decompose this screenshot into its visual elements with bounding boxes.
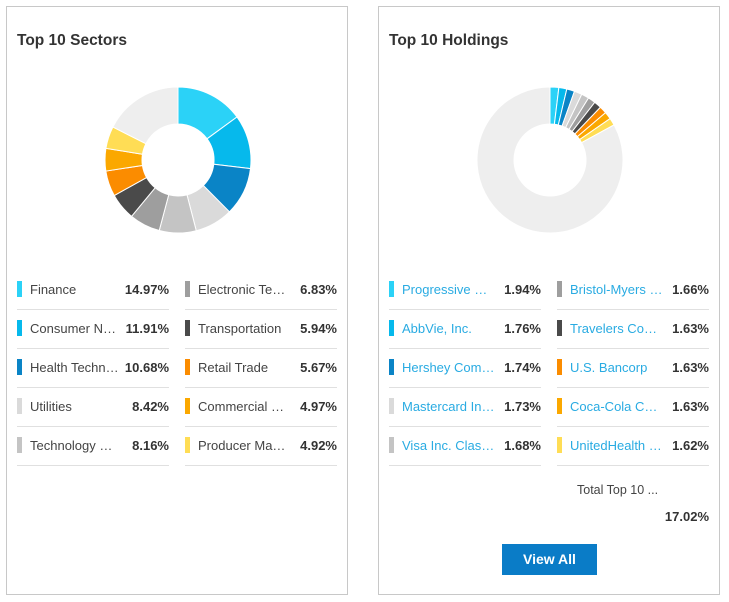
- holdings-name[interactable]: Hershey Company: [402, 360, 495, 375]
- legend-swatch: [389, 281, 394, 297]
- holdings-percent: 1.68%: [504, 438, 541, 453]
- sectors-percent: 5.67%: [300, 360, 337, 375]
- legend-swatch: [389, 320, 394, 336]
- legend-swatch: [389, 359, 394, 375]
- legend-swatch: [557, 359, 562, 375]
- holdings-list-right: Bristol-Myers Squibb 1.66% Travelers Compa…: [557, 271, 709, 466]
- holdings-percent: 1.76%: [504, 321, 541, 336]
- legend-swatch: [17, 281, 22, 297]
- holdings-row[interactable]: Travelers Companies 1.63%: [557, 310, 709, 349]
- legend-swatch: [557, 437, 562, 453]
- holdings-name[interactable]: Bristol-Myers Squibb: [570, 282, 663, 297]
- holdings-name[interactable]: Progressive Corp.: [402, 282, 495, 297]
- sectors-donut-chart: [105, 87, 251, 233]
- sectors-row: Consumer Non-Durables 11.91%: [17, 310, 169, 349]
- sectors-row: Transportation 5.94%: [185, 310, 337, 349]
- holdings-percent: 1.74%: [504, 360, 541, 375]
- sectors-row: Commercial Services 4.97%: [185, 388, 337, 427]
- holdings-list-left: Progressive Corp. 1.94% AbbVie, Inc. 1.76% H…: [389, 271, 541, 466]
- holdings-percent: 1.63%: [672, 360, 709, 375]
- holdings-name[interactable]: Coca-Cola Company: [570, 399, 663, 414]
- legend-swatch: [557, 281, 562, 297]
- holdings-row[interactable]: UnitedHealth Group 1.62%: [557, 427, 709, 466]
- holdings-row[interactable]: Visa Inc. Class A 1.68%: [389, 427, 541, 466]
- sectors-list-right: Electronic Technology 6.83% Transportation…: [185, 271, 337, 466]
- sectors-percent: 6.83%: [300, 282, 337, 297]
- sectors-row: Producer Manufacturing 4.92%: [185, 427, 337, 466]
- sectors-row: Health Technology 10.68%: [17, 349, 169, 388]
- legend-swatch: [389, 437, 394, 453]
- legend-swatch: [185, 437, 190, 453]
- holdings-percent: 1.63%: [672, 321, 709, 336]
- holdings-row[interactable]: Mastercard Incorporated 1.73%: [389, 388, 541, 427]
- sectors-row: Retail Trade 5.67%: [185, 349, 337, 388]
- sectors-list-left: Finance 14.97% Consumer Non-Durables 11.91%…: [17, 271, 169, 466]
- holdings-slice-other[interactable]: [477, 87, 623, 233]
- sectors-name: Transportation: [198, 321, 282, 336]
- sectors-percent: 8.16%: [132, 438, 169, 453]
- top-sectors-card: Top 10 Sectors Finance 14.97% Consumer Non…: [6, 6, 348, 595]
- legend-swatch: [557, 398, 562, 414]
- legend-swatch: [185, 398, 190, 414]
- holdings-percent: 1.94%: [504, 282, 541, 297]
- holdings-name[interactable]: U.S. Bancorp: [570, 360, 648, 375]
- holdings-percent: 1.62%: [672, 438, 709, 453]
- holdings-name[interactable]: Visa Inc. Class A: [402, 438, 495, 453]
- holdings-row[interactable]: Progressive Corp. 1.94%: [389, 271, 541, 310]
- sectors-percent: 8.42%: [132, 399, 169, 414]
- sectors-name: Finance: [30, 282, 77, 297]
- sectors-name: Health Technology: [30, 360, 120, 375]
- total-top10-value: 17.02%: [664, 509, 709, 524]
- sectors-slice-other[interactable]: [112, 87, 179, 145]
- legend-swatch: [185, 281, 190, 297]
- sectors-name: Utilities: [30, 399, 72, 414]
- holdings-row[interactable]: U.S. Bancorp 1.63%: [557, 349, 709, 388]
- sectors-name: Technology Services: [30, 438, 120, 453]
- legend-swatch: [185, 320, 190, 336]
- holdings-percent: 1.63%: [672, 399, 709, 414]
- view-all-button[interactable]: View All: [502, 544, 597, 575]
- sectors-percent: 10.68%: [124, 360, 169, 375]
- holdings-name[interactable]: UnitedHealth Group: [570, 438, 663, 453]
- sectors-name: Commercial Services: [198, 399, 288, 414]
- sectors-name: Producer Manufacturing: [198, 438, 288, 453]
- sectors-percent: 14.97%: [124, 282, 169, 297]
- holdings-row[interactable]: AbbVie, Inc. 1.76%: [389, 310, 541, 349]
- sectors-name: Electronic Technology: [198, 282, 288, 297]
- holdings-name[interactable]: Mastercard Incorporated: [402, 399, 495, 414]
- legend-swatch: [17, 398, 22, 414]
- sectors-name: Consumer Non-Durables: [30, 321, 120, 336]
- holdings-row[interactable]: Coca-Cola Company 1.63%: [557, 388, 709, 427]
- holdings-name[interactable]: AbbVie, Inc.: [402, 321, 472, 336]
- holdings-row[interactable]: Hershey Company 1.74%: [389, 349, 541, 388]
- top-holdings-card: Top 10 Holdings Progressive Corp. 1.94% Ab…: [378, 6, 720, 595]
- sectors-percent: 4.92%: [300, 438, 337, 453]
- legend-swatch: [17, 437, 22, 453]
- legend-swatch: [17, 320, 22, 336]
- sectors-row: Electronic Technology 6.83%: [185, 271, 337, 310]
- legend-swatch: [557, 320, 562, 336]
- sectors-row: Technology Services 8.16%: [17, 427, 169, 466]
- sectors-percent: 5.94%: [300, 321, 337, 336]
- holdings-percent: 1.73%: [504, 399, 541, 414]
- sectors-row: Utilities 8.42%: [17, 388, 169, 427]
- sectors-row: Finance 14.97%: [17, 271, 169, 310]
- legend-swatch: [17, 359, 22, 375]
- total-top10-label: Total Top 10 ...: [577, 483, 659, 497]
- holdings-percent: 1.66%: [672, 282, 709, 297]
- holdings-name[interactable]: Travelers Companies: [570, 321, 663, 336]
- sectors-percent: 4.97%: [300, 399, 337, 414]
- sectors-percent: 11.91%: [125, 321, 169, 336]
- holdings-title: Top 10 Holdings: [389, 32, 509, 49]
- sectors-name: Retail Trade: [198, 360, 269, 375]
- holdings-donut-chart: [477, 87, 623, 233]
- legend-swatch: [389, 398, 394, 414]
- legend-swatch: [185, 359, 190, 375]
- sectors-title: Top 10 Sectors: [17, 32, 127, 49]
- holdings-row[interactable]: Bristol-Myers Squibb 1.66%: [557, 271, 709, 310]
